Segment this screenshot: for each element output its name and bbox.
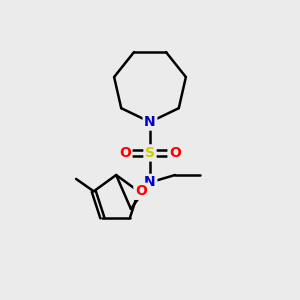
Text: O: O xyxy=(135,184,147,198)
Text: O: O xyxy=(169,146,181,160)
Text: N: N xyxy=(144,115,156,129)
Text: O: O xyxy=(119,146,131,160)
Text: N: N xyxy=(144,176,156,189)
Text: S: S xyxy=(145,146,155,160)
